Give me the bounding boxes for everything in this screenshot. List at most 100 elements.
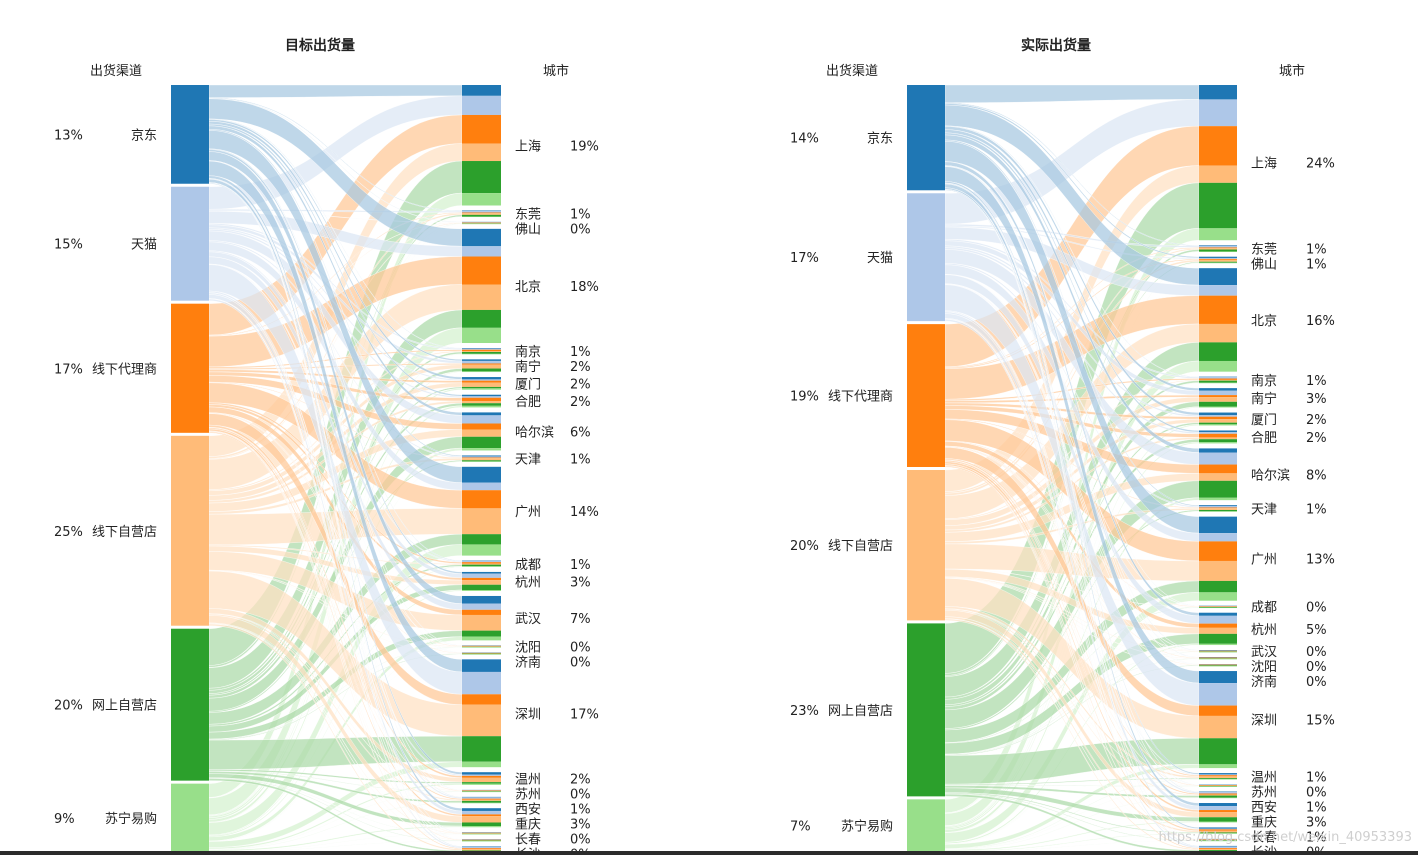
target-pct: 6% [570,425,591,440]
target-node-segment [1199,839,1237,840]
target-node-segment [462,448,501,451]
target-node-segment [1199,256,1237,258]
target-node-segment [462,349,501,351]
target-node-segment [1199,388,1237,391]
target-label: 南京 [1251,373,1277,389]
target-node-segment [1199,779,1237,780]
target-node-segment [462,584,501,590]
target-node-segment [1199,448,1237,453]
flow-link [208,761,463,848]
target-node-segment [1199,615,1237,624]
target-node-segment [462,798,501,800]
target-node-segment [462,832,501,834]
target-node-segment [462,560,501,562]
target-node-segment [462,544,501,556]
chart-title: 实际出货量 [1021,37,1091,54]
target-node-segment [1199,848,1237,851]
target-label: 厦门 [1251,413,1277,428]
source-node [907,623,945,797]
target-node-segment [462,796,501,798]
target-node-segment [462,193,501,206]
source-node [171,303,209,433]
source-node [171,628,209,781]
target-node-segment [462,826,501,828]
target-node-segment [462,368,501,372]
target-node-segment [1199,794,1237,796]
target-node-segment [1199,785,1237,787]
target-node-segment [462,458,501,461]
target-node-segment [462,603,501,610]
target-node-segment [1199,793,1237,795]
target-node-segment [1199,785,1237,787]
target-node-segment [462,659,501,672]
target-pct: 0% [1306,660,1327,675]
flow-link [944,84,1200,103]
target-node-segment [1199,658,1237,660]
target-pct: 2% [1306,413,1327,428]
target-node-segment [1199,812,1237,818]
target-label: 苏州 [1251,784,1277,800]
source-node [907,470,945,621]
target-node-segment [462,456,501,458]
target-pct: 0% [570,833,591,848]
target-pct: 17% [570,707,599,722]
target-pct: 2% [1306,431,1327,446]
target-label: 北京 [1251,314,1277,329]
target-node-segment [462,309,501,328]
target-node-segment [462,647,501,648]
target-node-segment [462,777,501,783]
source-label: 苏宁易购 [105,811,157,827]
target-node-segment [1199,658,1237,660]
target-node-segment [462,846,501,847]
city-header: 城市 [543,63,569,79]
target-node-segment [462,348,501,350]
target-node-segment [1199,792,1237,794]
target-label: 成都 [515,558,541,573]
target-label: 天津 [515,453,541,468]
target-pct: 19% [570,139,599,154]
target-node-segment [462,580,501,585]
target-node-segment [1199,785,1237,786]
target-pct: 1% [570,208,591,223]
target-node-segment [1199,830,1237,833]
target-node-segment [462,412,501,416]
target-node-segment [462,849,501,851]
target-label: 天津 [1251,502,1277,517]
target-node-segment [1199,182,1237,229]
target-node-segment [1199,257,1237,259]
target-node-segment [462,636,501,641]
target-node-segment [462,654,501,655]
target-node-segment [462,379,501,381]
watermark: https://blog.csdn.net/weixin_40953393 [1158,830,1412,845]
target-pct: 1% [1306,374,1327,389]
target-node-segment [1199,784,1237,786]
target-node-segment [1199,651,1237,652]
target-label: 长春 [1251,830,1277,845]
target-node-segment [1199,806,1237,811]
target-label: 武汉 [1251,645,1277,660]
target-pct: 15% [1306,714,1335,729]
flow-link [944,833,1200,852]
source-label: 京东 [131,128,157,143]
target-node-segment [462,848,501,850]
target-node-segment [1199,437,1237,440]
target-node-segment [462,595,501,604]
source-node [907,799,945,852]
target-node-segment [1199,419,1237,423]
source-label: 线下自营店 [92,525,157,540]
target-node-segment [1199,360,1237,372]
source-node [907,324,945,467]
source-pct: 20% [54,699,83,714]
target-label: 上海 [515,139,541,154]
target-node-segment [1199,845,1237,847]
target-node-segment [1199,397,1237,402]
target-node-segment [1199,605,1237,607]
target-node-segment [1199,406,1237,408]
target-label: 苏州 [515,787,541,803]
target-node-segment [1199,261,1237,263]
target-node-segment [462,415,501,424]
target-node-segment [462,161,501,194]
target-node-segment [462,216,501,218]
target-pct: 24% [1306,157,1335,172]
target-pct: 0% [570,655,591,670]
